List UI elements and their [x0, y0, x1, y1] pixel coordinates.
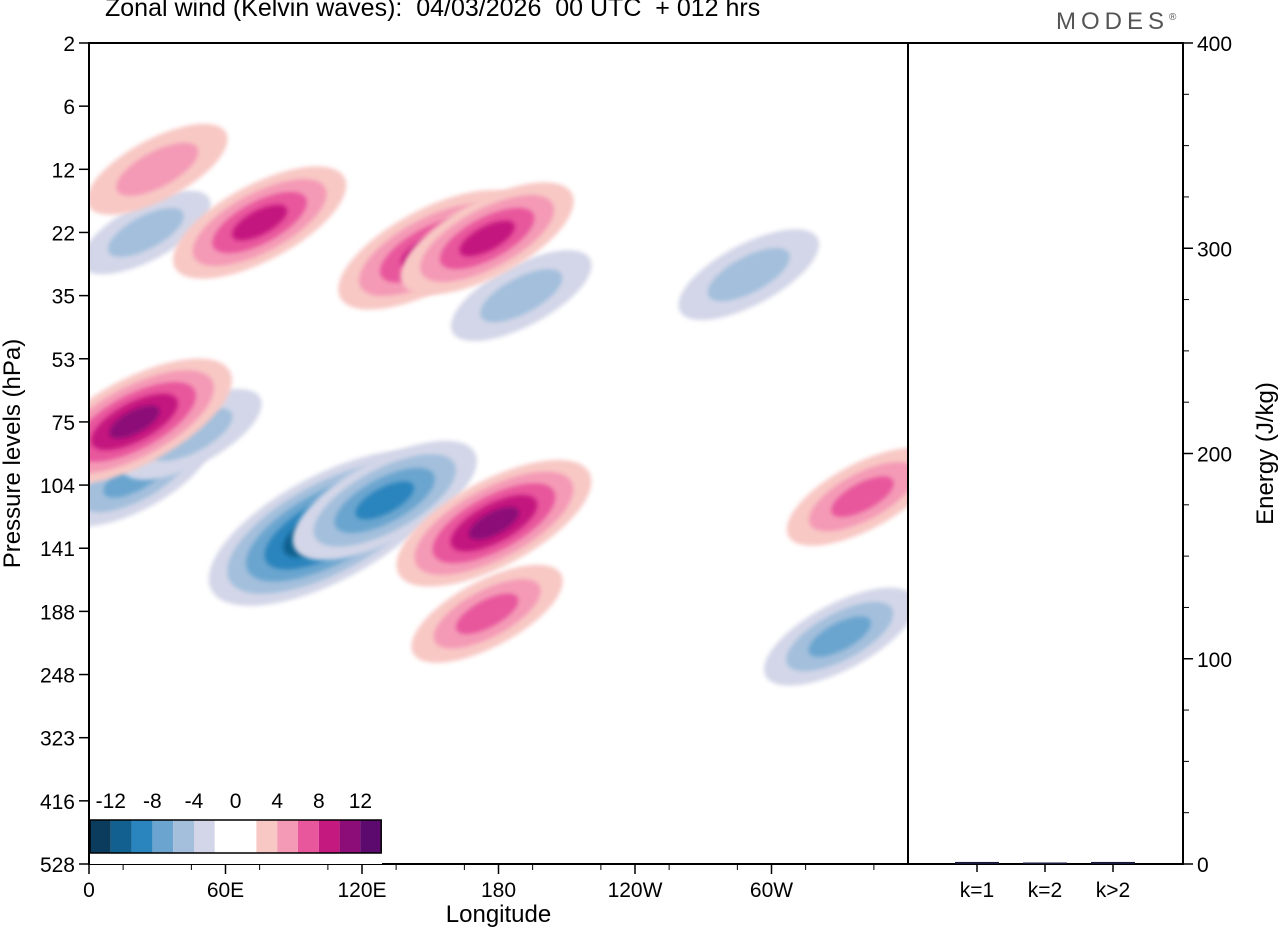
colorbar-swatch [131, 820, 153, 853]
y-tick-label: 53 [52, 349, 75, 372]
colorbar-swatch [214, 820, 236, 853]
energy-axis-label: Energy (J/kg) [1252, 382, 1279, 525]
colorbar-label: 0 [230, 790, 242, 813]
colorbar-swatch [298, 820, 319, 853]
heat-feature-7 [678, 229, 820, 321]
y-tick-label: 188 [40, 601, 75, 624]
colorbar-swatch [277, 820, 298, 853]
y-tick-label: 22 [52, 222, 75, 245]
colorbar-swatch [360, 820, 382, 853]
colorbar-label: 12 [349, 790, 372, 813]
energy-tick-label: 200 [1197, 444, 1232, 467]
heat-feature-12 [396, 459, 592, 587]
heat-feature-5 [450, 250, 592, 342]
heat-feature-9 [173, 166, 347, 279]
y-tick-label: 75 [52, 412, 75, 435]
colorbar-swatch [339, 820, 361, 853]
colorbar-swatch [194, 820, 215, 853]
energy-bars: k=1 k=2 k>2 [955, 861, 1135, 902]
heat-feature-14 [786, 447, 908, 546]
colorbar-label: 4 [271, 790, 283, 813]
y-tick-label: 528 [40, 854, 75, 877]
x-tick-label: 60W [750, 879, 793, 902]
heat-contour-5-1 [480, 269, 563, 323]
energy-category-label: k=1 [960, 879, 994, 902]
heat-feature-13 [411, 564, 563, 663]
colorbar-swatch [90, 820, 111, 853]
wind-heatmap [89, 123, 908, 686]
y-axis-label: Pressure levels (hPa) [0, 339, 26, 568]
y-tick-label: 323 [40, 728, 75, 751]
y-tick-label: 104 [40, 475, 75, 498]
heat-feature-15 [89, 123, 228, 215]
heat-contour-7-1 [707, 248, 790, 302]
energy-plot-frame [907, 42, 1184, 865]
y-tick-label: 416 [40, 791, 75, 814]
heat-contour-6-2 [808, 616, 871, 657]
heat-feature-6 [763, 587, 908, 686]
colorbar-swatch [235, 820, 257, 853]
colorbar-label: 8 [313, 790, 325, 813]
energy-category-label: k=2 [1028, 879, 1062, 902]
energy-bar-k=1 [955, 861, 999, 864]
energy-tick-label: 400 [1197, 33, 1232, 56]
heat-contour-15-1 [116, 142, 199, 196]
chart-title: Zonal wind (Kelvin waves): 04/03/2026 00… [105, 0, 761, 22]
energy-category-label: k>2 [1096, 879, 1130, 902]
x-tick-label: 120W [608, 879, 663, 902]
y-tick-label: 141 [40, 538, 75, 561]
energy-bar-k=2 [1023, 862, 1067, 864]
heat-feature-1 [292, 440, 477, 561]
heat-contour-9-3 [232, 204, 288, 241]
heat-contour-8-4 [109, 405, 160, 439]
y-tick-label: 6 [63, 96, 75, 119]
energy-bar-k>2 [1091, 861, 1135, 864]
energy-tick-label: 100 [1197, 649, 1232, 672]
y-tick-label: 248 [40, 665, 75, 688]
colorbar-swatch [318, 820, 340, 853]
energy-tick-label: 0 [1197, 854, 1209, 877]
colorbar-border [89, 819, 382, 854]
heat-contour-1-3 [355, 481, 415, 520]
colorbar-label: -12 [96, 790, 126, 813]
energy-tick-label: 300 [1197, 238, 1232, 261]
heat-contour-12-4 [468, 506, 520, 540]
modes-logo: MODES® [1056, 8, 1176, 36]
x-tick-label: 0 [83, 879, 95, 902]
colorbar-swatch [152, 820, 174, 853]
colorbar-swatch [110, 820, 132, 853]
heat-contour-4-1 [108, 208, 184, 257]
y-tick-label: 35 [52, 286, 75, 309]
colorbar-label: -8 [143, 790, 162, 813]
heat-contour-13-2 [455, 593, 519, 634]
brand-mark: ® [1169, 12, 1177, 23]
x-tick-label: 60E [207, 879, 244, 902]
y-tick-label: 2 [63, 33, 75, 56]
heat-feature-8 [89, 358, 232, 486]
heat-feature-11 [400, 182, 574, 295]
colorbar-swatch [256, 820, 278, 853]
heat-feature-4 [89, 190, 211, 275]
colorbar-label: -4 [185, 790, 204, 813]
brand-text: MODES [1056, 8, 1170, 35]
colorbar-swatch [173, 820, 194, 853]
x-axis-label: Longitude [446, 901, 551, 928]
colorbar-legend: -12 -8 -4 0 4 8 12 [89, 790, 382, 864]
x-tick-label: 180 [481, 879, 516, 902]
y-tick-label: 12 [52, 159, 75, 182]
heat-contour-11-3 [459, 220, 515, 257]
heat-contour-14-2 [831, 476, 894, 517]
x-tick-label: 120E [337, 879, 386, 902]
